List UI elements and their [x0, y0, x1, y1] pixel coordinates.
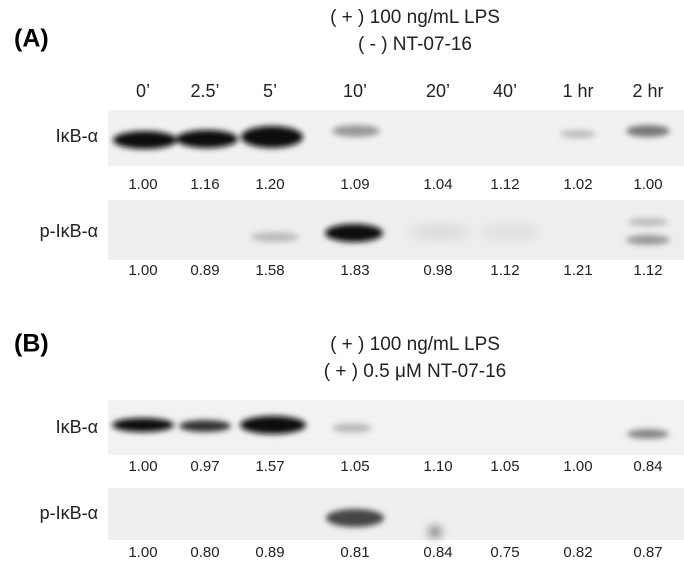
blot — [108, 488, 684, 540]
quantification-value: 0.80 — [190, 544, 219, 561]
row-name: p-IκB-α — [40, 221, 98, 241]
condition-header: ( + ) 0.5 μM NT-07-16 — [324, 361, 507, 382]
quantification-value: 0.98 — [423, 262, 452, 279]
lane-label: 40’ — [493, 81, 517, 101]
quantification-value: 0.82 — [563, 544, 592, 561]
quantification-value: 1.09 — [340, 176, 369, 193]
quantification-value: 1.02 — [563, 176, 592, 193]
quantification-value: 1.00 — [633, 176, 662, 193]
quantification-value: 0.81 — [340, 544, 369, 561]
quantification-value: 1.00 — [128, 458, 157, 475]
lane-label: 0’ — [136, 81, 150, 101]
blot — [108, 200, 684, 260]
panel-label: (B) — [14, 330, 49, 358]
lane-label: 1 hr — [562, 81, 593, 101]
condition-header: ( + ) 100 ng/mL LPS — [330, 334, 500, 355]
quantification-value: 1.57 — [255, 458, 284, 475]
condition-header: ( - ) NT-07-16 — [358, 34, 472, 55]
quantification-value: 1.16 — [190, 176, 219, 193]
quantification-value: 1.04 — [423, 176, 452, 193]
row-name: IκB-α — [56, 417, 98, 437]
condition-header: ( + ) 100 ng/mL LPS — [330, 7, 500, 28]
quantification-value: 0.89 — [190, 262, 219, 279]
quantification-value: 0.89 — [255, 544, 284, 561]
panel-label: (A) — [14, 25, 49, 53]
lane-label: 20’ — [426, 81, 450, 101]
quantification-value: 1.58 — [255, 262, 284, 279]
quantification-value: 1.20 — [255, 176, 284, 193]
quantification-value: 1.00 — [563, 458, 592, 475]
lane-label: 5’ — [263, 81, 277, 101]
quantification-value: 1.00 — [128, 544, 157, 561]
quantification-value: 0.87 — [633, 544, 662, 561]
lane-label: 2 hr — [632, 81, 663, 101]
quantification-value: 0.84 — [633, 458, 662, 475]
quantification-value: 1.12 — [633, 262, 662, 279]
quantification-value: 1.21 — [563, 262, 592, 279]
quantification-value: 1.10 — [423, 458, 452, 475]
quantification-value: 1.12 — [490, 176, 519, 193]
quantification-value: 1.83 — [340, 262, 369, 279]
quantification-value: 0.75 — [490, 544, 519, 561]
quantification-value: 1.05 — [490, 458, 519, 475]
row-name: IκB-α — [56, 126, 98, 146]
figure: (A) ( + ) 100 ng/mL LPS ( - ) NT-07-16 0’ 2.… — [0, 0, 684, 570]
quantification-value: 1.00 — [128, 262, 157, 279]
lane-label: 2.5’ — [190, 81, 219, 101]
quantification-value: 1.00 — [128, 176, 157, 193]
quantification-value: 0.97 — [190, 458, 219, 475]
row-name: p-IκB-α — [40, 503, 98, 523]
quantification-value: 0.84 — [423, 544, 452, 561]
quantification-value: 1.12 — [490, 262, 519, 279]
lane-label: 10’ — [343, 81, 367, 101]
quantification-value: 1.05 — [340, 458, 369, 475]
